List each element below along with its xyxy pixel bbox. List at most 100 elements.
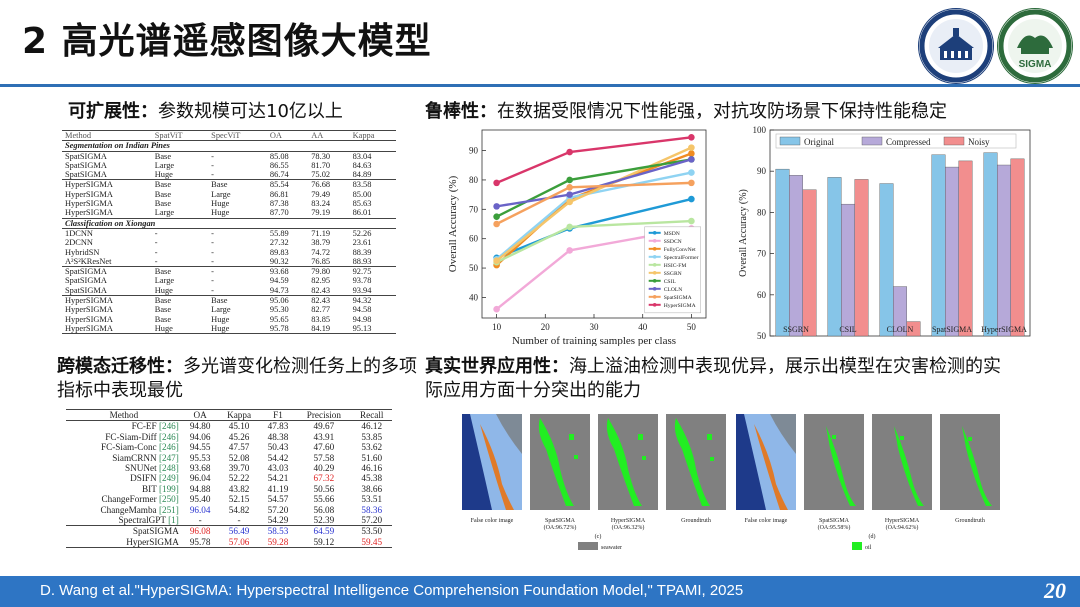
- x-tick-label: 10: [492, 322, 502, 332]
- legend-label-water: seawater: [601, 545, 622, 551]
- table-cell: -: [211, 276, 214, 286]
- method-cell: BIT [199]: [66, 484, 182, 494]
- table-cell: 39.70: [228, 463, 250, 474]
- table-cell: 54.57: [267, 494, 289, 505]
- table-cell: 95.65: [269, 314, 289, 324]
- table-cell: 43.91: [313, 431, 335, 442]
- table-cell: 95.06: [266, 295, 309, 306]
- subfigure-label-c: (c): [595, 533, 602, 540]
- realworld-label: 真实世界应用性：: [425, 356, 569, 377]
- data-point: [688, 150, 695, 157]
- table-cell: Large: [154, 276, 175, 286]
- tile-caption: (OA:94.62%): [886, 524, 919, 531]
- table-cell: 47.60: [313, 442, 335, 453]
- table-cell: 59.12: [296, 536, 352, 549]
- legend-label: HSIC-FM: [664, 263, 687, 269]
- bar: [1010, 158, 1025, 337]
- result-tile: [804, 414, 864, 510]
- tile-caption: (OA:96.32%): [612, 524, 645, 531]
- legend-label: Noisy: [968, 137, 990, 147]
- table-row: SpectralGPT [1] - - 54.29 52.39 57.20: [66, 515, 392, 526]
- table-cell: 95.40: [189, 494, 211, 505]
- table-row: SpatSIGMA Huge - 94.73 82.43 93.94: [62, 286, 396, 296]
- table-cell: Huge: [151, 323, 209, 335]
- y-tick-label: 70: [757, 249, 767, 259]
- bar: [854, 179, 869, 337]
- data-point: [688, 169, 695, 176]
- data-point: [566, 198, 573, 206]
- table-cell: Base: [151, 266, 209, 277]
- table-cell: -: [211, 256, 214, 266]
- table-cell: 57.06: [218, 536, 260, 549]
- legend-swatch-oil: [852, 542, 862, 550]
- citation-ref: [249]: [156, 473, 179, 484]
- method-name: ChangeFormer: [101, 494, 157, 505]
- title-divider: [0, 84, 1080, 87]
- section-label: Classification on Xiongan: [62, 217, 396, 229]
- table-cell: 45.26: [228, 431, 250, 442]
- method-cell: FC-Siam-Diff [246]: [66, 432, 182, 442]
- table-cell: 46.16: [361, 463, 383, 474]
- method-cell: SpatSIGMA: [66, 525, 182, 537]
- whu-logo: [918, 8, 994, 84]
- legend-marker: [652, 239, 657, 243]
- table-cell: SpatSIGMA: [65, 285, 107, 295]
- table-row: FC-Siam-Conc [246] 94.55 47.57 50.43 47.60 53…: [66, 442, 392, 452]
- crossmodal-label: 跨模态迁移性：: [57, 356, 183, 377]
- table-cell: 52.39: [313, 515, 335, 526]
- table-cell: 57.20: [361, 515, 383, 526]
- method-cell: SiamCRNN [247]: [66, 453, 182, 463]
- x-tick-label: 30: [590, 322, 600, 332]
- table-cell: SpatSIGMA: [65, 170, 107, 180]
- oil-patch: [900, 436, 904, 440]
- citation-ref: [246]: [156, 431, 179, 442]
- table-cell: 52.08: [228, 452, 250, 463]
- method-name: BIT: [142, 483, 157, 494]
- citation-ref: [247]: [156, 452, 179, 463]
- oil-mask: [674, 418, 710, 506]
- table-cell: 78.30: [311, 151, 331, 161]
- table-cell: 83.85: [311, 314, 331, 324]
- scalability-table: Method SpatViT SpecViT OA AA Kappa Segme…: [62, 129, 396, 335]
- legend-marker: [652, 263, 657, 267]
- oil-spill-results: False color image SpatSIGMA (OA:96.72%) Hyp…: [462, 412, 1012, 564]
- col-kappa: Kappa: [349, 129, 396, 142]
- data-point: [688, 144, 695, 151]
- legend-label: SpatSIGMA: [664, 295, 692, 301]
- page-title: 2 高光谱遥感图像大模型: [22, 21, 432, 62]
- table-cell: 84.89: [352, 170, 372, 180]
- table-cell: 57.58: [313, 452, 335, 463]
- table-cell: 92.75: [349, 266, 396, 277]
- table-cell: 96.04: [189, 473, 211, 484]
- tile-caption: Groundtruth: [955, 518, 985, 524]
- table-row: HybridSN - - 89.83 74.72 88.39: [62, 248, 396, 257]
- col-aa: AA: [308, 129, 350, 142]
- table-header-row: Method SpatViT SpecViT OA AA Kappa: [62, 129, 396, 142]
- col-precision: Precision: [296, 408, 352, 422]
- table-row: HyperSIGMA 95.78 57.06 59.28 59.12 59.45: [66, 536, 392, 549]
- data-point: [493, 305, 500, 313]
- table-cell: HyperSIGMA: [65, 189, 113, 199]
- table-cell: 27.32: [269, 238, 289, 248]
- table-row: SpatSIGMA Large - 94.59 82.95 93.78: [62, 276, 396, 285]
- table-cell: HyperSIGMA: [65, 305, 113, 315]
- y-axis-label: Overall Accuracy (%): [738, 189, 749, 277]
- table-cell: -: [211, 228, 214, 238]
- tile-caption: False color image: [745, 518, 788, 524]
- table-cell: 95.53: [189, 452, 211, 463]
- table-cell: 71.19: [311, 228, 331, 238]
- table-cell: 50.56: [313, 483, 335, 494]
- y-tick-label: 90: [469, 146, 479, 156]
- table-cell: Huge: [208, 323, 267, 335]
- table-row: SpatSIGMA Base - 85.08 78.30 83.04: [62, 151, 396, 161]
- y-tick-label: 50: [757, 331, 767, 341]
- oil-mask: [606, 418, 642, 506]
- table-cell: 76.68: [308, 179, 350, 190]
- bar: [827, 177, 842, 337]
- tile-caption: HyperSIGMA: [885, 518, 920, 524]
- citation-ref: [251]: [156, 504, 179, 515]
- table-cell: -: [154, 228, 158, 238]
- table-cell: 95.78: [266, 323, 309, 335]
- citation-ref: [248]: [156, 463, 179, 474]
- table-cell: 96.08: [181, 525, 219, 537]
